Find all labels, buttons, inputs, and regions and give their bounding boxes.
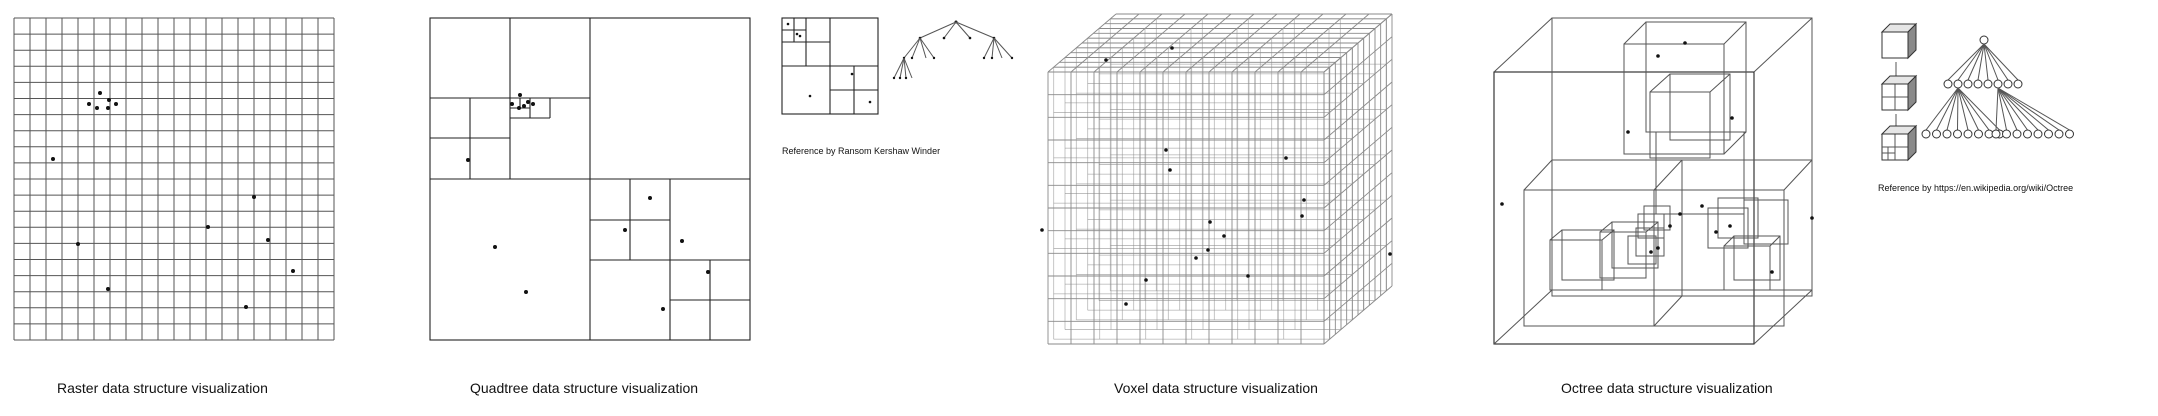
ref-tree-node	[1983, 79, 1993, 89]
raster-point	[106, 287, 110, 291]
quadtree-point	[661, 307, 665, 311]
quadtree-point	[518, 93, 522, 97]
raster-point	[106, 106, 110, 110]
voxel-point	[1284, 156, 1288, 160]
ref-tree-leaf	[1974, 129, 1983, 139]
raster-point	[252, 195, 256, 199]
quadtree-point	[623, 228, 627, 232]
ref-tree-leaf	[2065, 129, 2074, 139]
voxel-point	[1302, 198, 1306, 202]
quadtree-point	[517, 106, 521, 110]
voxel-point	[1206, 248, 1210, 252]
voxel-point	[1124, 302, 1128, 306]
ref-tree-leaf	[2054, 129, 2064, 139]
ref-tree-node	[1943, 79, 1953, 89]
ref-tree-leaf	[2023, 129, 2032, 139]
quadtree-diagram	[429, 17, 751, 341]
ref-tree-leaf	[1921, 129, 1931, 139]
octree-subcube	[1623, 43, 1725, 155]
ref-tree-node	[1973, 79, 1983, 89]
quadtree-point	[531, 102, 535, 106]
quadtree-point	[510, 102, 514, 106]
ref-tree-node	[1963, 79, 1973, 89]
ref-cube-level-0	[1880, 22, 1918, 60]
ref-tree-node	[1993, 79, 2003, 89]
quadtree-point	[706, 270, 710, 274]
quadtree-reference-figure	[781, 17, 1014, 115]
raster-point	[266, 238, 270, 242]
raster-grid	[13, 17, 335, 341]
voxel-grid-line	[1300, 13, 1370, 73]
octree-caption: Octree data structure visualization	[1561, 380, 1773, 396]
voxel-grid-line	[1323, 262, 1393, 322]
voxel-point	[1104, 58, 1108, 62]
octree-reference-text: Reference by https://en.wikipedia.org/wi…	[1878, 183, 2074, 193]
voxel-point	[1300, 214, 1304, 218]
ref-tree-leaf	[2002, 129, 2011, 139]
raster-point	[114, 102, 118, 106]
raster-point	[107, 98, 111, 102]
voxel-point	[1170, 46, 1174, 50]
voxel-cube	[1040, 13, 1393, 345]
quadtree-point	[466, 158, 470, 162]
ref-tree-leaf	[1991, 129, 2001, 139]
quadtree-point	[648, 196, 652, 200]
ref-tree-root	[1979, 35, 1989, 45]
ref-tree-leaf	[2012, 129, 2022, 139]
raster-point	[51, 157, 55, 161]
ref-tree-leaf	[1932, 129, 1941, 139]
voxel-grid-line	[1323, 13, 1393, 73]
raster-point	[291, 269, 295, 273]
ref-tree-leaf	[2044, 129, 2053, 139]
ref-cube-level-2	[1880, 124, 1918, 162]
raster-point	[95, 106, 99, 110]
raster-point	[87, 102, 91, 106]
octree-reference-figure	[1880, 22, 2074, 162]
ref-tree-node	[1953, 79, 1963, 89]
voxel-point	[1144, 278, 1148, 282]
quadtree-point	[526, 100, 530, 104]
quadtree-point	[522, 104, 526, 108]
raster-caption: Raster data structure visualization	[57, 380, 268, 396]
raster-point	[76, 242, 80, 246]
voxel-grid-line	[1323, 285, 1393, 345]
voxel-point	[1246, 274, 1250, 278]
voxel-point	[1194, 256, 1198, 260]
voxel-point	[1164, 148, 1168, 152]
quadtree-point	[680, 239, 684, 243]
ref-cube-level-1	[1880, 74, 1918, 112]
quadtree-caption: Quadtree data structure visualization	[470, 380, 699, 396]
ref-tree-node	[2003, 79, 2013, 89]
voxel-point	[1168, 168, 1172, 172]
voxel-point	[1208, 220, 1212, 224]
voxel-point	[1388, 252, 1392, 256]
ref-tree-leaf	[1942, 129, 1952, 139]
raster-point	[206, 225, 210, 229]
quadtree-point	[524, 290, 528, 294]
quadtree-point	[493, 245, 497, 249]
voxel-point	[1222, 234, 1226, 238]
octree-cube	[1493, 17, 1814, 345]
quadtree-reference-text: Reference by Ransom Kershaw Winder	[782, 146, 941, 156]
voxel-caption: Voxel data structure visualization	[1114, 380, 1318, 396]
ref-tree-leaf	[1953, 129, 1962, 139]
raster-point	[98, 91, 102, 95]
ref-tree-node	[2013, 79, 2023, 89]
ref-tree-leaf	[1963, 129, 1973, 139]
ref-tree-leaf	[2033, 129, 2043, 139]
raster-point	[244, 305, 248, 309]
voxel-point	[1040, 228, 1044, 232]
